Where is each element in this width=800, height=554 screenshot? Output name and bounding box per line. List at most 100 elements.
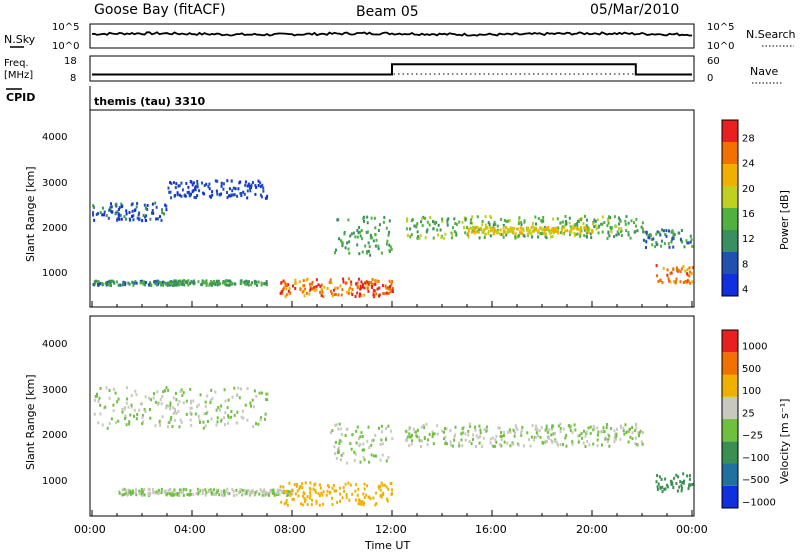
power-cell (232, 193, 235, 197)
power-cell (686, 272, 689, 276)
velocity-cell (671, 481, 674, 485)
velocity-cell (197, 414, 200, 418)
velocity-cell (500, 444, 503, 448)
velocity-cell (444, 440, 447, 444)
power-cell (391, 280, 394, 284)
power-cell (135, 281, 138, 285)
velocity-cell (141, 416, 144, 420)
power-cell (286, 284, 289, 287)
power-cell (354, 295, 357, 298)
power-cell (284, 281, 287, 285)
velocity-cell (677, 475, 680, 479)
power-cell (197, 280, 200, 284)
velocity-cell (152, 396, 155, 400)
velocity-cell (214, 390, 217, 394)
power-cell (579, 228, 581, 232)
power-cell (370, 285, 373, 288)
velocity-cell (673, 476, 676, 480)
power-cell (587, 230, 590, 234)
power-cell (348, 288, 350, 292)
power-cell (122, 282, 125, 286)
power-cell (265, 196, 268, 200)
velocity-cell (108, 388, 111, 392)
power-cell (153, 280, 156, 284)
power-cell (125, 209, 128, 213)
velocity-cell (306, 495, 309, 499)
colorbar-tick-label: 16 (742, 209, 755, 220)
power-cell (210, 280, 213, 284)
velocity-cell (264, 490, 267, 494)
colorbar-segment (722, 352, 738, 375)
power-cell (173, 194, 176, 198)
power-cell (369, 253, 372, 257)
velocity-cell (363, 458, 366, 462)
power-cell (234, 187, 237, 191)
power-cell (634, 230, 637, 234)
velocity-cell (156, 492, 159, 496)
velocity-cell (614, 433, 617, 437)
velocity-cell (578, 433, 581, 437)
power-cell (322, 295, 325, 299)
power-cell (601, 230, 604, 234)
power-cell (240, 279, 243, 283)
power-cell (514, 236, 517, 240)
power-cell (259, 181, 262, 185)
velocity-cell (98, 396, 101, 400)
velocity-cell (569, 428, 572, 432)
power-cell (464, 218, 467, 222)
power-cell (608, 234, 611, 238)
velocity-cell (355, 441, 358, 445)
velocity-cell (545, 424, 548, 428)
power-cell (248, 184, 251, 188)
power-cell (351, 288, 354, 292)
power-cell (594, 219, 597, 223)
velocity-cell (620, 426, 623, 430)
velocity-cell (682, 481, 685, 485)
velocity-cell (688, 477, 691, 481)
power-cell (375, 280, 378, 283)
velocity-cell (506, 430, 509, 434)
power-cell (450, 236, 453, 240)
power-cell (469, 226, 472, 230)
power-cell (642, 230, 645, 234)
velocity-cell (239, 387, 242, 391)
power-cell (204, 281, 207, 285)
velocity-cell (105, 386, 108, 390)
velocity-cell (255, 394, 258, 398)
velocity-cell (171, 425, 174, 428)
velocity-cell (220, 419, 223, 423)
power-cell (306, 277, 309, 281)
power-cell (464, 231, 467, 235)
power-cell (337, 293, 340, 297)
velocity-cell (314, 482, 317, 486)
power-cell (167, 283, 170, 287)
power-cell (603, 221, 606, 224)
velocity-cell (240, 415, 243, 419)
power-cell (587, 226, 589, 230)
power-cell (688, 266, 691, 270)
power-cell (159, 282, 162, 286)
power-cell (257, 179, 260, 183)
velocity-cell (293, 483, 296, 487)
power-cell (579, 231, 582, 235)
power-cell (645, 230, 648, 234)
velocity-cell (535, 431, 538, 435)
power-cell (560, 228, 563, 232)
power-cell (363, 293, 366, 297)
power-cell (453, 217, 456, 221)
velocity-cell (539, 435, 542, 439)
power-cell (220, 184, 223, 188)
power-cell (157, 279, 160, 283)
velocity-cell (288, 490, 291, 494)
velocity-ytick-2000: 2000 (42, 430, 67, 441)
power-cell (315, 285, 318, 289)
power-cell (624, 222, 627, 226)
power-cell (356, 243, 359, 247)
velocity-cell (406, 435, 409, 439)
power-cell (181, 280, 184, 284)
power-cell (332, 288, 335, 292)
power-cell (315, 288, 318, 292)
power-cell (507, 219, 510, 223)
power-cell (151, 211, 153, 215)
velocity-cell (631, 426, 634, 429)
